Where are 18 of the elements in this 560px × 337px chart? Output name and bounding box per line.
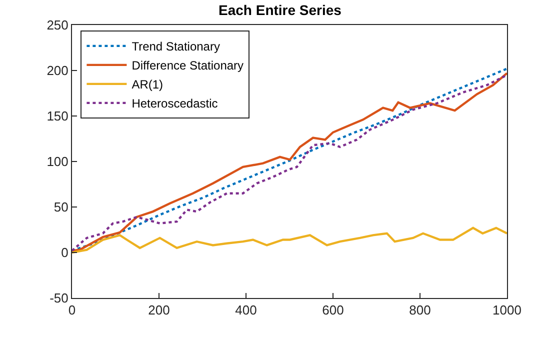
- legend-label: Heteroscedastic: [132, 96, 218, 111]
- x-tick-label: 600: [322, 302, 344, 318]
- y-tick-label: 100: [46, 154, 68, 170]
- legend-label: Trend Stationary: [132, 40, 220, 54]
- y-tick-label: 150: [46, 108, 68, 124]
- x-tick-label: 200: [148, 302, 170, 318]
- line-series: [72, 226, 507, 254]
- x-tick-label: 400: [235, 302, 257, 318]
- legend-label: AR(1): [132, 78, 164, 92]
- y-tick-label: -50: [50, 290, 68, 306]
- y-tick-label: 50: [54, 200, 68, 215]
- x-tick-label: 1000: [492, 302, 522, 318]
- legend-label: Difference Stationary: [132, 58, 244, 73]
- y-tick-label: 200: [46, 63, 68, 78]
- y-tick-label: 250: [46, 18, 68, 33]
- x-tick-label: 800: [409, 302, 431, 318]
- chart-title: Each Entire Series: [218, 2, 342, 18]
- y-tick-label: 0: [61, 245, 68, 260]
